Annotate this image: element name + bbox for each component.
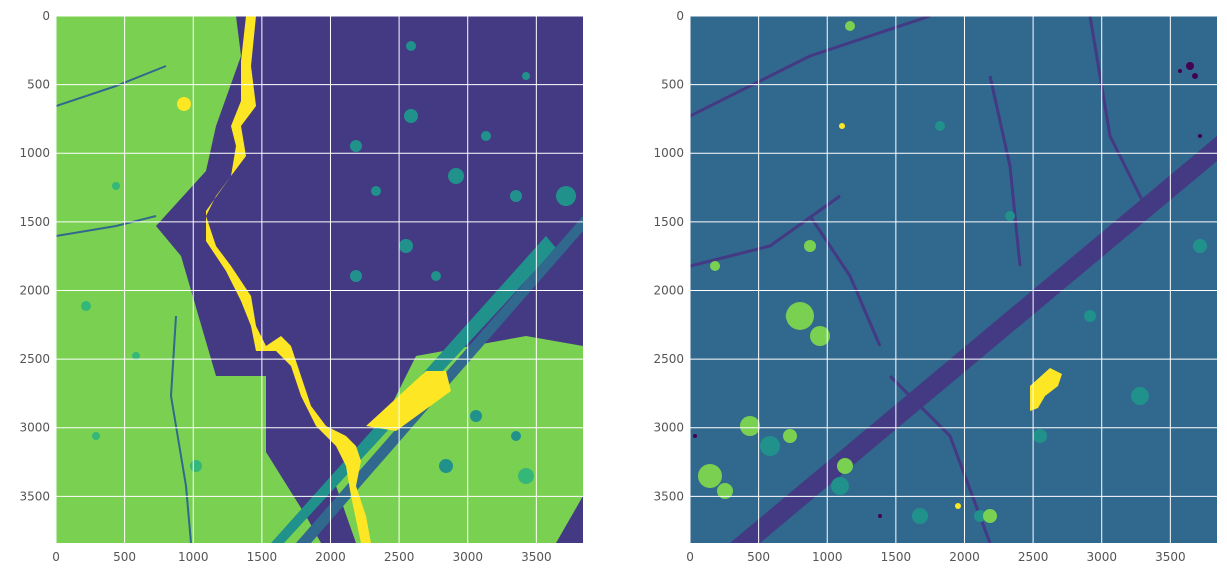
right-x-tick-label: 500 [747, 550, 770, 564]
right-x-axis-ticks: 0 500 1000 1500 2000 2500 3000 3500 [686, 550, 1185, 564]
right-y-tick-label: 3000 [653, 421, 684, 435]
right-y-tick-label: 2000 [653, 283, 684, 297]
left-x-tick-label: 3000 [452, 550, 483, 564]
right-y-tick-label: 3500 [653, 489, 684, 503]
right-x-tick-label: 2000 [949, 550, 980, 564]
left-x-tick-label: 0 [52, 550, 60, 564]
right-heatmap-image [690, 16, 1217, 543]
left-x-tick-label: 1000 [178, 550, 209, 564]
right-x-tick-label: 3500 [1155, 550, 1186, 564]
left-x-tick-label: 2000 [315, 550, 346, 564]
left-y-tick-label: 1000 [19, 146, 50, 160]
left-x-tick-label: 500 [113, 550, 136, 564]
left-y-tick-label: 2500 [19, 352, 50, 366]
right-x-tick-label: 0 [686, 550, 694, 564]
right-y-axis-ticks: 0 500 1000 1500 2000 2500 3000 3500 [653, 9, 684, 503]
left-y-tick-label: 500 [27, 78, 50, 92]
right-y-tick-label: 0 [676, 9, 684, 23]
right-y-tick-label: 1000 [653, 146, 684, 160]
right-y-tick-label: 500 [661, 78, 684, 92]
right-x-tick-label: 3000 [1086, 550, 1117, 564]
left-y-tick-label: 0 [42, 9, 50, 23]
right-panel: 0 500 1000 1500 2000 2500 3000 3500 0 500 1000 150… [653, 9, 1217, 564]
right-x-tick-label: 1500 [881, 550, 912, 564]
left-y-tick-label: 2000 [19, 283, 50, 297]
left-x-tick-label: 1500 [247, 550, 278, 564]
left-y-tick-label: 3500 [19, 489, 50, 503]
right-y-tick-label: 2500 [653, 352, 684, 366]
left-heatmap-image [56, 16, 583, 543]
left-x-tick-label: 3500 [521, 550, 552, 564]
left-y-axis-ticks: 0 500 1000 1500 2000 2500 3000 3500 [19, 9, 50, 503]
left-y-tick-label: 3000 [19, 421, 50, 435]
right-x-tick-label: 2500 [1018, 550, 1049, 564]
left-y-tick-label: 1500 [19, 215, 50, 229]
left-panel: 0 500 1000 1500 2000 2500 3000 3500 0 500 1000 150… [19, 9, 583, 564]
left-x-axis-ticks: 0 500 1000 1500 2000 2500 3000 3500 [52, 550, 551, 564]
left-grid [55, 15, 583, 543]
right-y-tick-label: 1500 [653, 215, 684, 229]
left-x-tick-label: 2500 [384, 550, 415, 564]
right-grid [689, 15, 1217, 543]
right-x-tick-label: 1000 [812, 550, 843, 564]
